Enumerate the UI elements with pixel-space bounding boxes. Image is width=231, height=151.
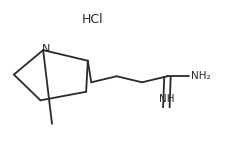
Text: N: N	[42, 44, 50, 54]
Text: NH: NH	[158, 94, 174, 104]
Text: NH₂: NH₂	[191, 71, 211, 81]
Text: HCl: HCl	[82, 13, 103, 26]
